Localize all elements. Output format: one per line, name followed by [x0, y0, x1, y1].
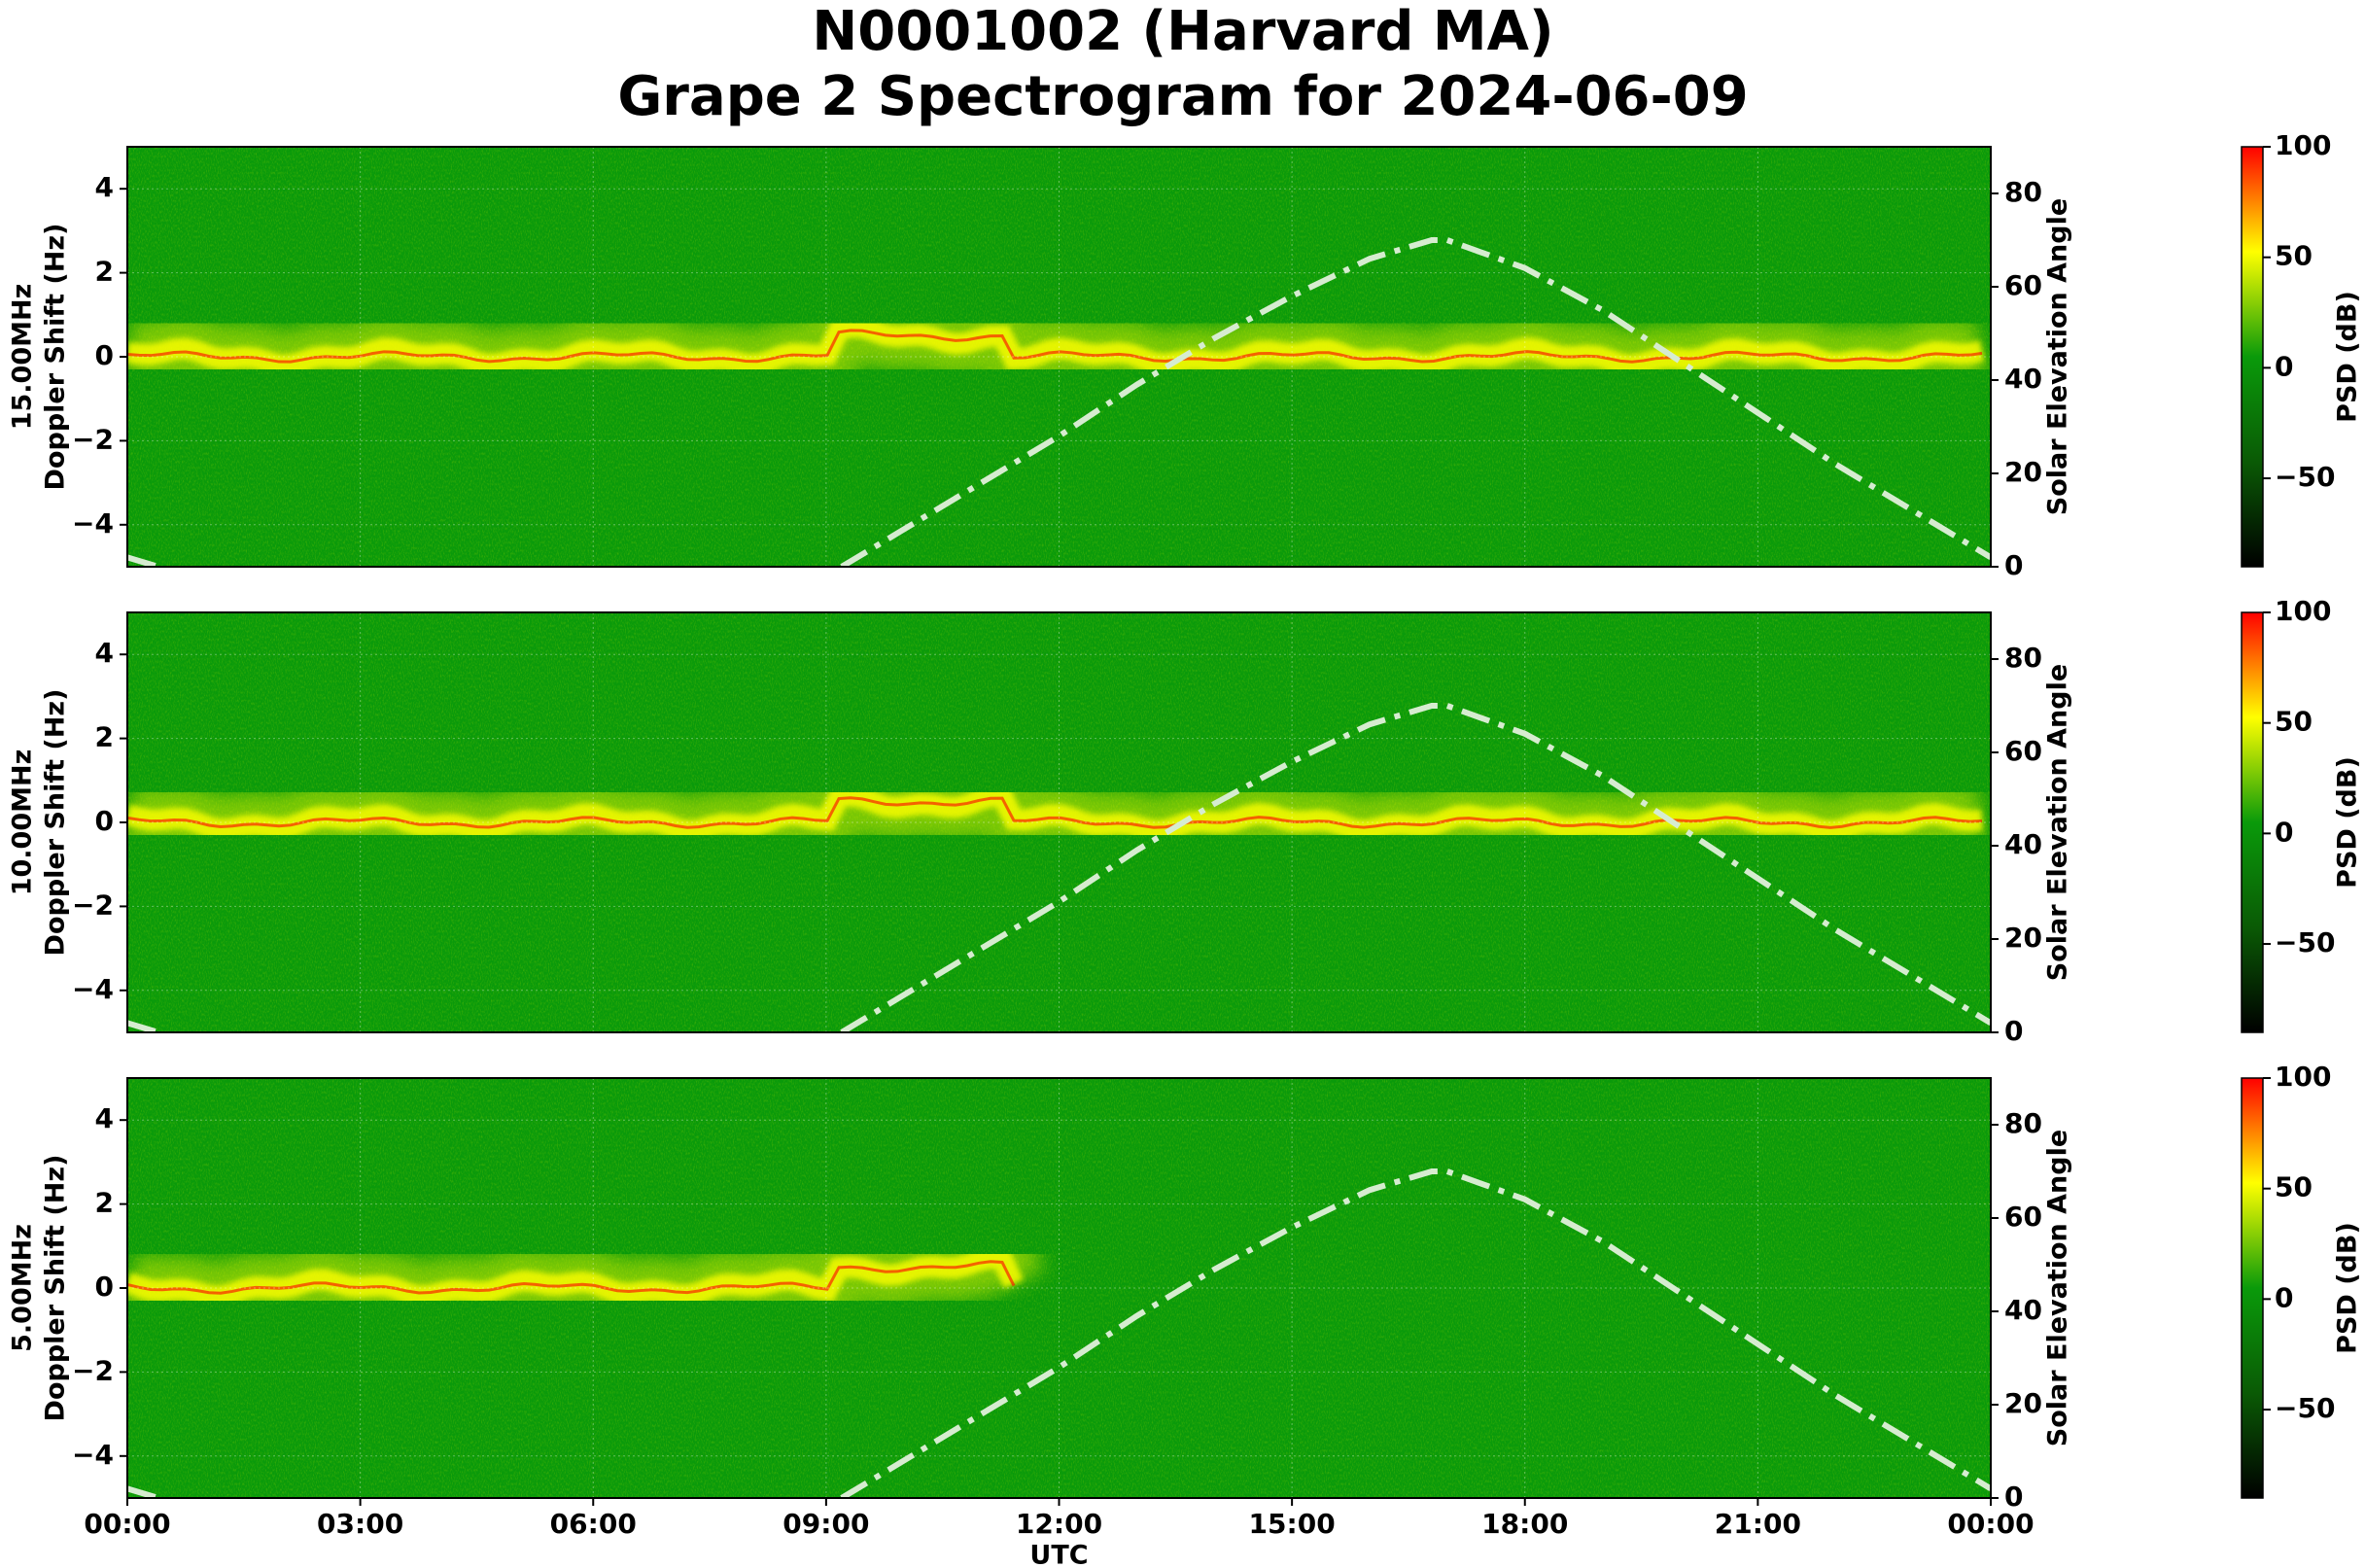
colorbar [2241, 146, 2264, 568]
colorbar-tick-label: 50 [2275, 240, 2313, 272]
colorbar-tick-label: 50 [2275, 706, 2313, 738]
y-tick-label: −2 [72, 423, 114, 455]
x-tick-label: 06:00 [550, 1508, 637, 1540]
y-tick-label: 4 [95, 637, 114, 669]
y2-tick-label: 40 [2004, 363, 2042, 395]
y-tick-label: −4 [72, 973, 114, 1005]
x-axis-label: UTC [1029, 1541, 1088, 1568]
y-tick-label: 2 [95, 721, 114, 753]
colorbar-tick-label: −50 [2275, 461, 2335, 493]
y-axis-label: 10.00MHz [8, 749, 38, 896]
x-tick-label: 00:00 [1947, 1508, 2034, 1540]
y2-tick-label: 80 [2004, 1107, 2042, 1139]
y2-axis-label: Solar Elevation Angle [2043, 1130, 2073, 1446]
colorbar-tick-label: 100 [2275, 129, 2331, 161]
y2-tick-label: 0 [2004, 1481, 2023, 1513]
y-tick-label: 0 [95, 1271, 114, 1303]
y2-tick-label: 60 [2004, 269, 2042, 301]
y-axis-label: Doppler Shift (Hz) [41, 689, 71, 957]
spectrogram-image [127, 612, 1991, 1032]
colorbar-tick-label: 0 [2275, 816, 2293, 848]
y2-tick-label: 60 [2004, 1201, 2042, 1233]
y-axis-label: 5.00MHz [8, 1224, 38, 1352]
colorbar-tick-label: 0 [2275, 1281, 2293, 1313]
colorbar-tick-label: 0 [2275, 350, 2293, 382]
signal-core [127, 1260, 1016, 1295]
y2-tick-label: 40 [2004, 1294, 2042, 1326]
colorbar-tick-label: 100 [2275, 1061, 2331, 1093]
y-axis-label: 15.00MHz [8, 284, 38, 431]
y-tick-label: 0 [95, 339, 114, 371]
y-tick-label: 2 [95, 1187, 114, 1219]
x-tick-label: 03:00 [317, 1508, 403, 1540]
title-line: Grape 2 Spectrogram for 2024-06-09 [617, 65, 1748, 128]
colorbar-label: PSD (dB) [2333, 291, 2363, 423]
elevation-line [127, 1168, 1991, 1498]
x-tick-label: 18:00 [1481, 1508, 1568, 1540]
y-axis-label: Doppler Shift (Hz) [41, 1155, 71, 1422]
x-tick-label: 09:00 [783, 1508, 869, 1540]
y2-tick-label: 0 [2004, 549, 2023, 581]
y2-axis-label: Solar Elevation Angle [2043, 664, 2073, 981]
y-tick-label: 0 [95, 805, 114, 837]
y-tick-label: −4 [72, 507, 114, 540]
colorbar-tick-label: 50 [2275, 1171, 2313, 1203]
colorbar-label: PSD (dB) [2333, 1222, 2363, 1354]
y-tick-label: −2 [72, 889, 114, 921]
colorbar [2241, 611, 2264, 1033]
spectrogram-image [127, 1078, 1991, 1498]
elevation-line [127, 703, 1991, 1032]
x-tick-label: 15:00 [1249, 1508, 1336, 1540]
y-tick-label: 4 [95, 171, 114, 203]
colorbar-tick-label: −50 [2275, 926, 2335, 958]
y2-tick-label: 20 [2004, 922, 2042, 954]
colorbar-label: PSD (dB) [2333, 756, 2363, 889]
y2-tick-label: 60 [2004, 735, 2042, 767]
y-tick-label: −4 [72, 1439, 114, 1471]
x-tick-label: 00:00 [84, 1508, 170, 1540]
colorbar-tick-label: 100 [2275, 595, 2331, 627]
y-tick-label: 2 [95, 256, 114, 288]
y2-tick-label: 40 [2004, 828, 2042, 860]
colorbar-tick-label: −50 [2275, 1392, 2335, 1424]
y-axis-label: Doppler Shift (Hz) [41, 224, 71, 491]
y2-tick-label: 80 [2004, 176, 2042, 208]
y2-tick-label: 80 [2004, 642, 2042, 674]
x-tick-label: 12:00 [1016, 1508, 1102, 1540]
y2-tick-label: 20 [2004, 456, 2042, 488]
elevation-line [127, 237, 1991, 567]
y2-tick-label: 20 [2004, 1387, 2042, 1419]
y-tick-label: 4 [95, 1102, 114, 1134]
x-tick-label: 21:00 [1715, 1508, 1801, 1540]
title-line: N0001002 (Harvard MA) [812, 0, 1553, 63]
spectrogram-image [127, 147, 1991, 567]
y2-axis-label: Solar Elevation Angle [2043, 198, 2073, 515]
colorbar [2241, 1077, 2264, 1499]
y2-tick-label: 0 [2004, 1015, 2023, 1047]
y-tick-label: −2 [72, 1354, 114, 1386]
